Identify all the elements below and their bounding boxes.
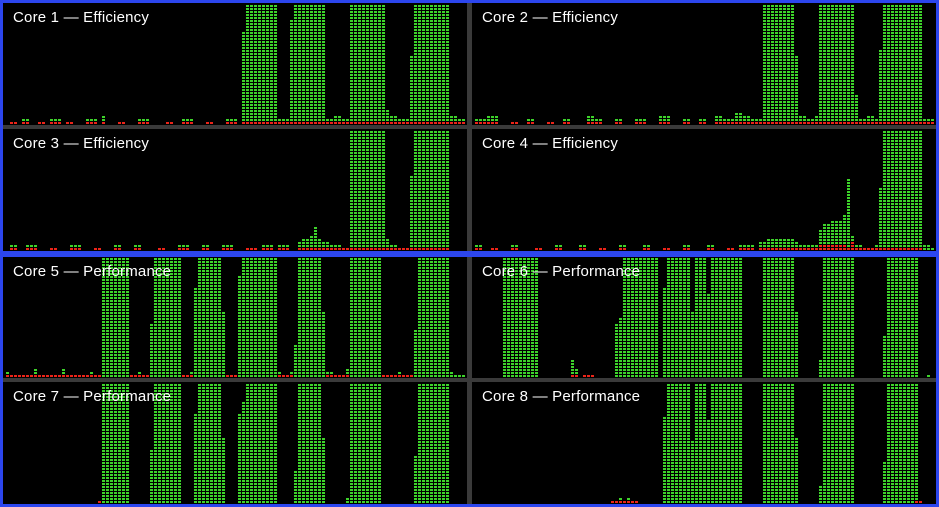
core-4-title: Core 4 — Efficiency — [482, 134, 619, 152]
core-2-usage-chart — [475, 4, 936, 124]
core-6-panel: Core 6 — Performance — [472, 256, 936, 379]
core-4-usage-chart — [475, 130, 936, 250]
core-7-usage-chart — [6, 383, 467, 503]
core-2-panel: Core 2 — Efficiency — [472, 3, 936, 125]
core-5-usage-chart — [6, 257, 467, 378]
core-7-title: Core 7 — Performance — [13, 388, 172, 406]
core-8-panel: Core 8 — Performance — [472, 382, 936, 504]
performance-cores-window: Core 5 — Performance Core 6 — Performanc… — [0, 253, 939, 507]
efficiency-cores-window: Core 1 — Efficiency Core 2 — Efficiency … — [0, 0, 939, 254]
core-1-panel: Core 1 — Efficiency — [3, 3, 467, 125]
core-4-panel: Core 4 — Efficiency — [472, 128, 936, 251]
core-6-title: Core 6 — Performance — [482, 262, 641, 280]
core-6-usage-chart — [475, 257, 936, 378]
core-1-title: Core 1 — Efficiency — [13, 9, 150, 26]
core-5-panel: Core 5 — Performance — [3, 256, 467, 379]
core-8-title: Core 8 — Performance — [482, 388, 641, 406]
core-7-panel: Core 7 — Performance — [3, 382, 467, 504]
core-1-usage-chart — [6, 4, 467, 124]
core-3-usage-chart — [6, 130, 467, 250]
core-5-title: Core 5 — Performance — [13, 262, 172, 280]
core-8-usage-chart — [475, 383, 936, 503]
core-3-title: Core 3 — Efficiency — [13, 134, 150, 152]
core-2-title: Core 2 — Efficiency — [482, 9, 619, 26]
core-3-panel: Core 3 — Efficiency — [3, 128, 467, 251]
